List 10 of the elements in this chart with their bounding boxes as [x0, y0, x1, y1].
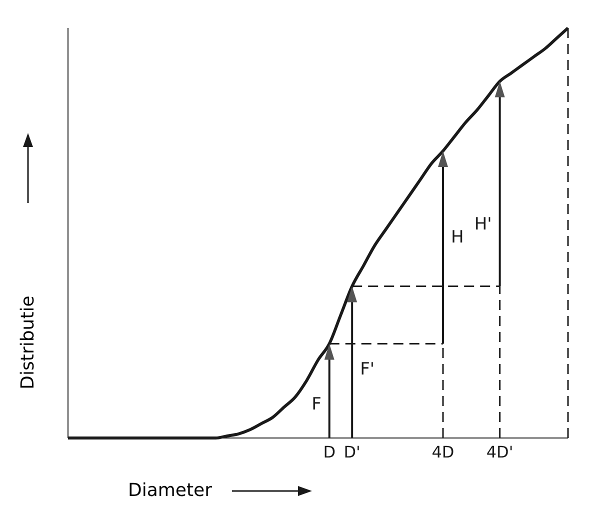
- annotation: H': [474, 214, 492, 234]
- x-axis-title: Diameter: [128, 480, 212, 501]
- x-tick-label: D': [344, 442, 360, 462]
- x-tick-label: 4D': [486, 442, 514, 462]
- annotation: F: [312, 394, 322, 415]
- x-tick-label: D: [323, 442, 336, 462]
- x-tick-label: 4D: [432, 442, 454, 462]
- y-axis-title: Distributie: [18, 296, 39, 390]
- annotation: H: [451, 227, 464, 248]
- annotation: F': [360, 359, 375, 380]
